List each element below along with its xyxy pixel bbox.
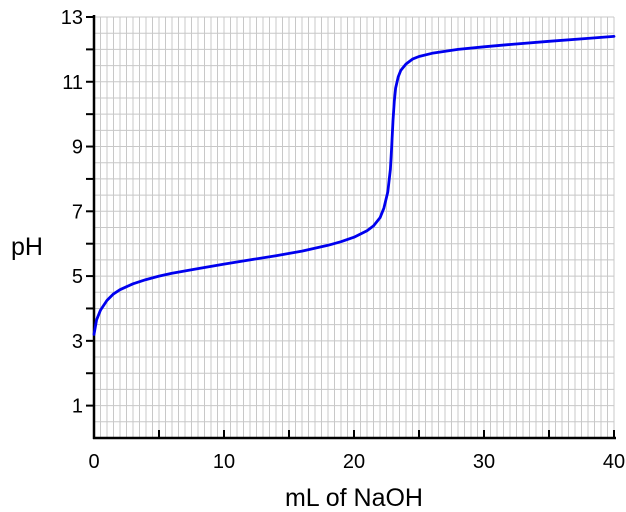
y-tick-label: 13	[61, 7, 83, 29]
y-tick-label: 11	[62, 72, 83, 94]
grid	[93, 16, 615, 439]
y-tick-label: 7	[72, 201, 83, 223]
y-axis-title: pH	[11, 233, 43, 261]
y-tick-label: 5	[72, 266, 83, 288]
x-tick-label: 30	[473, 451, 495, 473]
x-tick-label: 40	[603, 451, 625, 473]
x-tick-label: 0	[88, 451, 99, 473]
y-tick-label: 9	[72, 137, 83, 159]
titration-curve	[92, 35, 616, 336]
x-tick-label: 20	[343, 451, 365, 473]
x-tick-label: 10	[213, 451, 235, 473]
ticks	[86, 16, 615, 438]
x-axis-title: mL of NaOH	[285, 484, 423, 512]
y-tick-label: 1	[72, 396, 83, 418]
y-tick-label: 3	[72, 331, 83, 353]
